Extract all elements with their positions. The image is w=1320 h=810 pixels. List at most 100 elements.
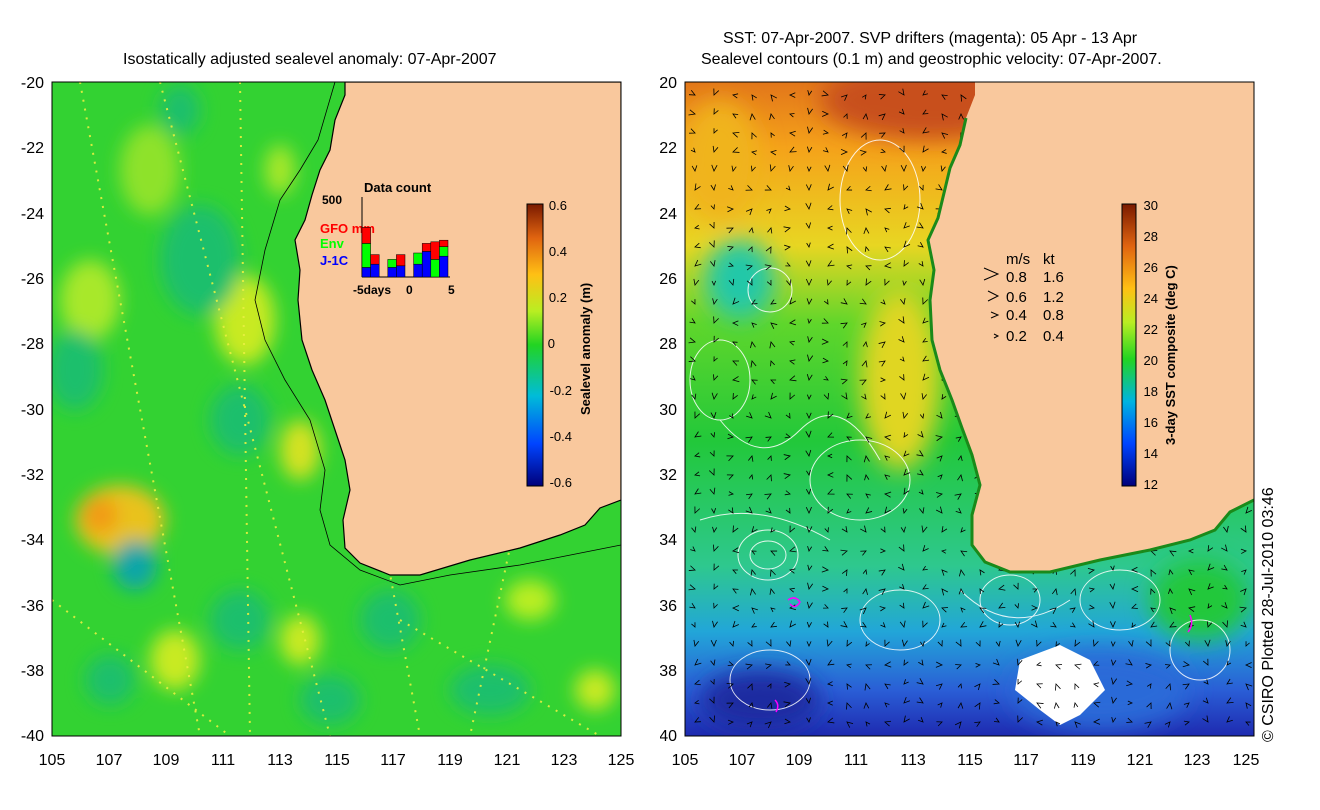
velocity-arrow (690, 147, 696, 153)
velocity-arrow (727, 246, 734, 252)
velocity-arrow (805, 677, 812, 685)
velocity-arrow (823, 393, 830, 400)
velocity-arrow (710, 204, 715, 210)
velocity-arrow (745, 208, 753, 216)
velocity-arrow (1069, 607, 1076, 613)
velocity-arrow (865, 721, 871, 727)
velocity-arrow (846, 493, 853, 499)
lat-tick: -34 (660, 532, 677, 549)
sst-tick: 14 (1144, 446, 1158, 461)
velocity-arrow (765, 246, 772, 254)
sst-tick: 22 (1144, 322, 1158, 337)
velocity-arrow (727, 433, 734, 440)
velocity-arrow (822, 357, 829, 364)
velocity-arrow (788, 165, 794, 172)
velocity-arrow (711, 164, 718, 172)
velocity-arrow (749, 113, 756, 121)
lat-tick: -32 (21, 467, 44, 484)
velocity-arrow (1144, 721, 1152, 728)
velocity-arrow (954, 493, 962, 500)
velocity-arrow (922, 584, 929, 590)
velocity-arrow (728, 185, 734, 191)
velocity-arrow (975, 640, 981, 647)
velocity-arrow (922, 620, 928, 628)
velocity-arrow (941, 549, 947, 554)
bar-env (361, 243, 371, 268)
velocity-arrow (732, 525, 739, 533)
velocity-arrow (694, 700, 700, 705)
velocity-arrow (919, 413, 925, 419)
velocity-arrow (751, 550, 757, 555)
velocity-arrow (750, 569, 756, 576)
velocity-arrow (783, 454, 791, 461)
velocity-arrow (864, 246, 870, 252)
velocity-arrow (1111, 696, 1117, 704)
right-lon-axis: 105 107 109 111 113 115 117 119 121 123 … (672, 752, 1260, 769)
lon-tick: 119 (437, 752, 463, 769)
velocity-arrow (827, 659, 835, 666)
velocity-arrow (1111, 677, 1118, 685)
velocity-arrow (862, 113, 869, 120)
velocity-arrow (846, 455, 852, 463)
velocity-arrow (846, 436, 852, 441)
velocity-arrow (694, 431, 702, 438)
velocity-arrow (840, 621, 848, 628)
velocity-arrow (1110, 641, 1116, 647)
velocity-arrow (880, 377, 886, 383)
velocity-arrow (941, 569, 948, 576)
velocity-arrow (935, 506, 943, 514)
velocity-arrow (863, 227, 870, 234)
bar-j1c (413, 263, 423, 278)
velocity-arrow (920, 641, 925, 647)
velocity-arrow (918, 659, 924, 666)
velocity-arrow (691, 622, 696, 628)
velocity-arrow (1031, 605, 1038, 611)
velocity-arrow (846, 474, 853, 482)
velocity-arrow (827, 205, 834, 211)
velocity-arrow (841, 526, 848, 533)
velocity-arrow (879, 321, 886, 327)
velocity-arrow (941, 588, 949, 596)
velocity-arrow (861, 393, 867, 400)
legend-env: Env (320, 236, 345, 251)
lon-tick: 111 (844, 752, 868, 769)
velocity-arrow (846, 246, 853, 254)
sst-tick: 12 (1144, 477, 1158, 492)
velocity-arrow (846, 208, 853, 214)
velocity-arrow (1150, 588, 1156, 595)
lat-tick: -30 (660, 402, 677, 419)
lon-tick: 105 (672, 752, 699, 769)
velocity-arrow (827, 681, 833, 687)
velocity-arrow (1036, 661, 1042, 667)
velocity-arrow (767, 455, 772, 461)
velocity-arrow (881, 165, 887, 172)
velocity-arrow (806, 374, 813, 381)
velocity-arrow (917, 469, 924, 476)
velocity-arrow (922, 601, 930, 609)
velocity-arrow (732, 320, 739, 326)
bar-j1c (439, 255, 449, 278)
velocity-arrow (846, 279, 852, 286)
velocity-arrow (865, 641, 870, 647)
lat-tick: -32 (660, 467, 677, 484)
velocity-arrow (916, 450, 924, 457)
velocity-arrow (1093, 718, 1101, 725)
bar-j1c (361, 267, 371, 278)
lon-tick: 113 (900, 752, 926, 769)
legend-j1c: J-1C (320, 253, 349, 268)
velocity-arrow (1169, 621, 1177, 628)
velocity-arrow (770, 621, 777, 628)
velocity-arrow (764, 721, 772, 729)
velocity-arrow (688, 584, 696, 591)
velocity-arrow (1017, 679, 1023, 685)
velocity-arrow (1184, 640, 1190, 647)
velocity-arrow (1036, 719, 1044, 726)
velocity-arrow (919, 507, 925, 514)
velocity-arrow (711, 508, 717, 514)
velocity-arrow (751, 165, 756, 172)
velocity-arrow (860, 525, 867, 533)
velocity-arrow (880, 548, 886, 554)
velocity-arrow (955, 664, 962, 670)
velocity-arrow (846, 639, 853, 647)
velocity-arrow (899, 145, 905, 153)
